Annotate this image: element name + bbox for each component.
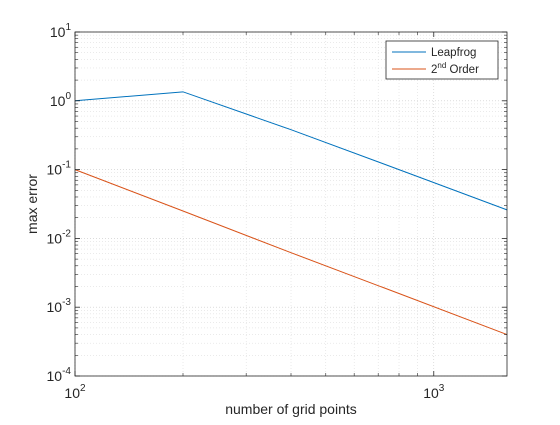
y-tick-label: 10-2	[47, 228, 72, 246]
x-tick-label: 103	[423, 383, 445, 401]
y-axis-label: max error	[24, 174, 40, 234]
y-tick-label: 10-3	[47, 297, 72, 315]
legend: Leapfrog 2nd Order	[385, 40, 499, 80]
tick-marks	[74, 31, 507, 377]
x-tick-label: 102	[64, 383, 86, 401]
legend-box	[385, 40, 499, 80]
legend-label-1: 2nd Order	[431, 61, 479, 76]
series-line-1	[74, 169, 508, 336]
y-tick-label: 101	[50, 22, 72, 40]
x-axis-label: number of grid points	[225, 401, 357, 417]
series-line-0	[74, 91, 508, 211]
series-layer	[74, 91, 508, 336]
minor-grid	[75, 32, 507, 376]
y-tick-label: 10-4	[47, 366, 72, 384]
y-tick-labels: 101 100 10-1 10-2 10-3 10-4	[47, 22, 72, 384]
y-tick-label: 10-1	[47, 160, 72, 178]
legend-label-0: Leapfrog	[431, 47, 476, 59]
y-tick-label: 100	[50, 91, 72, 109]
x-tick-labels: 102 103	[64, 383, 444, 401]
